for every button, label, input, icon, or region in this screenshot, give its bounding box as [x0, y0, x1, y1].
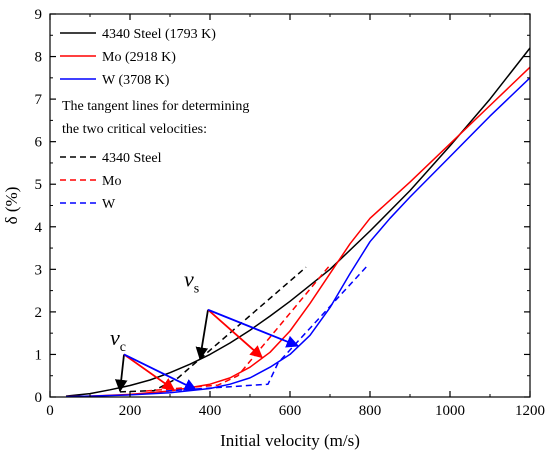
- y-axis-title: δ (%): [2, 187, 21, 225]
- y-tick-label: 5: [35, 177, 43, 193]
- y-tick-label: 4: [35, 220, 43, 236]
- legend-note-line-2: the two critical velocities:: [62, 122, 207, 137]
- annotation-arrow-vc-1: [123, 353, 176, 391]
- annotation-arrow-vs-1: [207, 309, 263, 359]
- y-tick-label: 9: [35, 7, 43, 23]
- legend-label-mo: Mo (2918 K): [102, 50, 176, 65]
- annotation-arrow-vs-0: [195, 309, 209, 360]
- legend-label-mo-tangent: Mo: [102, 174, 121, 189]
- y-tick-label: 8: [35, 50, 43, 66]
- x-tick-label: 800: [359, 403, 382, 419]
- legend-label-steel-tangent: 4340 Steel: [102, 151, 162, 166]
- y-tick-label: 3: [35, 262, 43, 278]
- ticks-layer: 0 200 400 600 800 1000 1200 0 1 2 3 4 5 6 7 8 9: [35, 7, 546, 419]
- y-tick-label: 0: [35, 390, 43, 406]
- y-tick-label: 6: [35, 135, 43, 151]
- x-tick-label: 200: [119, 403, 142, 419]
- series-line-mo-2918-k: [65, 66, 531, 398]
- legend-label-w: W (3708 K): [102, 73, 170, 88]
- series-line-mo-tangent: [145, 264, 331, 392]
- annotation-arrow-vc-2: [123, 353, 198, 391]
- annotation-vs-label: vs: [184, 266, 199, 296]
- x-tick-label: 0: [46, 403, 54, 419]
- y-tick-label: 1: [35, 347, 43, 363]
- series-line-4340-steel-tangent: [119, 266, 307, 393]
- y-tick-label: 7: [35, 92, 43, 108]
- annotation-layer: [114, 308, 300, 393]
- x-tick-label: 600: [279, 403, 302, 419]
- x-tick-label: 1200: [515, 403, 545, 419]
- legend: 4340 Steel (1793 K) Mo (2918 K) W (3708 …: [60, 27, 249, 212]
- x-tick-label: 1000: [435, 403, 465, 419]
- series-line-w-tangent: [165, 264, 369, 392]
- annotation-arrow-vc-0: [114, 354, 128, 393]
- y-tick-label: 2: [35, 305, 43, 321]
- legend-label-steel: 4340 Steel (1793 K): [102, 27, 216, 42]
- annotation-arrow-vs-2: [207, 308, 300, 348]
- x-axis-title: Initial velocity (m/s): [220, 431, 360, 450]
- series-line-w-3708-k: [65, 77, 531, 398]
- legend-note-line-1: The tangent lines for determining: [62, 99, 249, 114]
- annotation-vc-label: vc: [110, 325, 126, 355]
- legend-label-w-tangent: W: [102, 197, 116, 212]
- x-tick-label: 400: [199, 403, 222, 419]
